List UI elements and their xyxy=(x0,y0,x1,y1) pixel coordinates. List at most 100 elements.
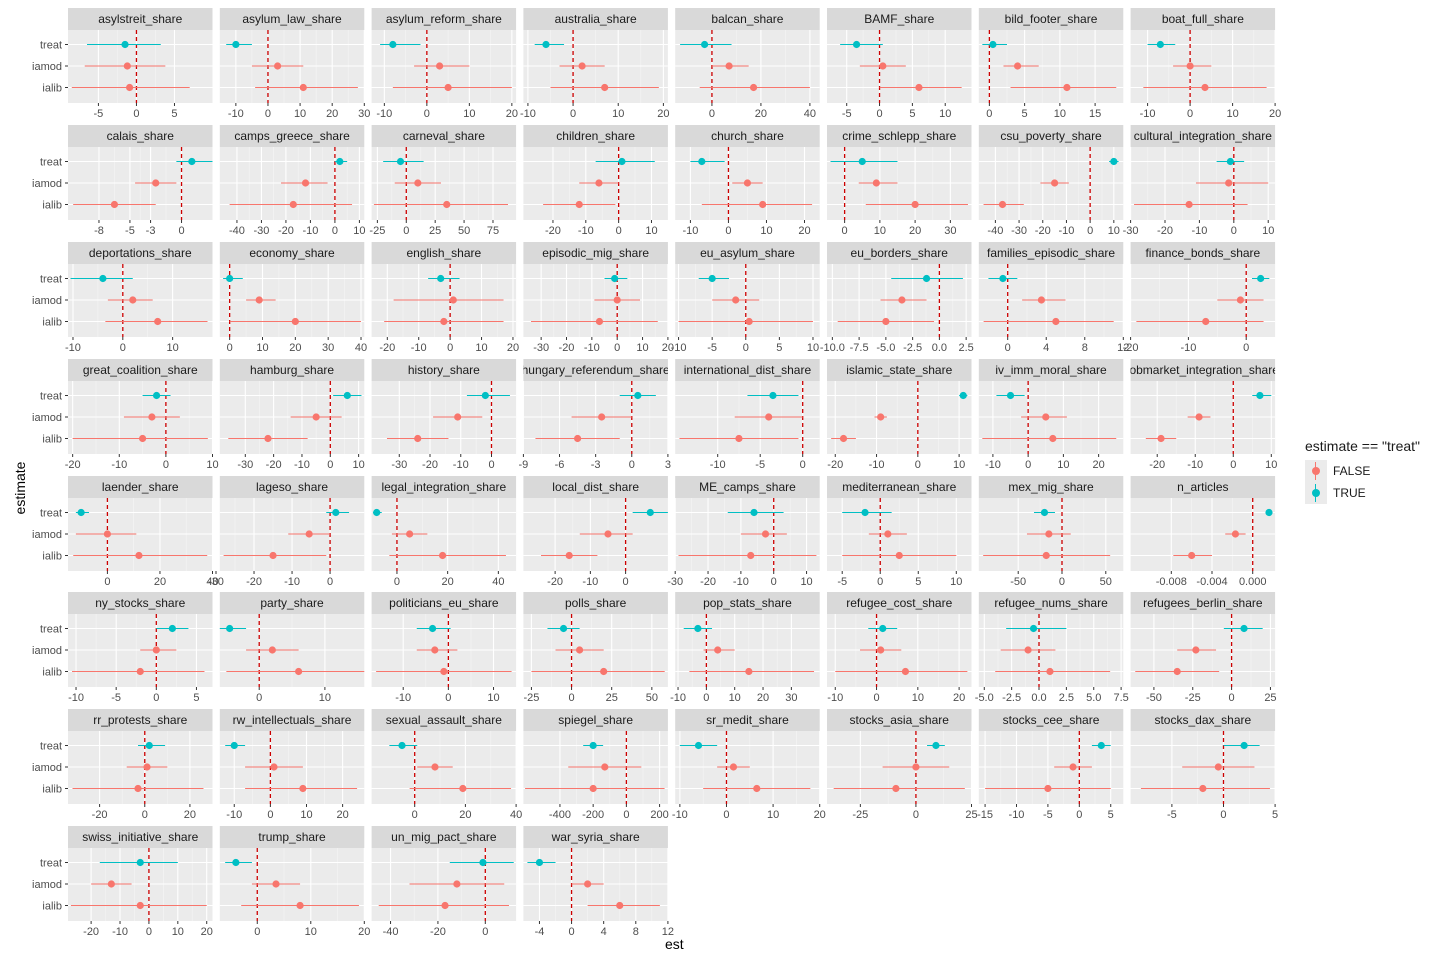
facet-strip xyxy=(827,476,972,498)
facet-eu_borders_share: eu_borders_share -10.0 -7.5 -5.0 -2.5 0.0 2.5 xyxy=(820,242,974,354)
estimate-point-iamod xyxy=(1045,530,1053,538)
x-tick-label: 20 xyxy=(657,108,669,120)
estimate-point-ialib xyxy=(440,667,448,676)
y-tick-label-ialib: ialib xyxy=(42,434,62,446)
estimate-point-treat xyxy=(932,741,940,750)
x-tick-label: 0 xyxy=(146,926,152,938)
x-tick-label: 0 xyxy=(447,342,453,354)
x-tick-label: 10 xyxy=(487,692,499,704)
estimate-point-treat xyxy=(1240,624,1248,633)
x-tick-label: 20 xyxy=(757,692,769,704)
estimate-point-ialib xyxy=(299,83,307,92)
facet-title: lageso_share xyxy=(256,480,328,494)
estimate-point-iamod xyxy=(877,646,885,654)
estimate-point-iamod xyxy=(598,413,606,421)
facet-title: stocks_asia_share xyxy=(850,713,950,727)
y-tick-label-iamod: iamod xyxy=(32,762,62,774)
estimate-point-treat xyxy=(959,391,967,400)
x-tick-label: -10 xyxy=(395,692,411,704)
facet-strip xyxy=(219,8,365,30)
facet-strip xyxy=(1130,709,1276,731)
estimate-point-iamod xyxy=(270,763,278,771)
facet-bild_footer_share: bild_footer_share 0 5 10 15 xyxy=(978,8,1124,120)
x-tick-label: 0 xyxy=(482,926,488,938)
x-tick-label: 20 xyxy=(814,809,826,821)
x-tick-label: 5 xyxy=(1108,809,1114,821)
facet-title: legal_integration_share xyxy=(381,480,506,494)
facet-title: rw_intellectuals_share xyxy=(233,713,352,727)
estimate-point-ialib xyxy=(154,317,162,326)
estimate-point-ialib xyxy=(438,551,447,560)
x-tick-label: 0 xyxy=(412,809,418,821)
facet-polls_share: polls_share -25 0 25 50 xyxy=(523,592,668,704)
x-tick-label: 0.0 xyxy=(1031,692,1046,704)
x-tick-label: -400 xyxy=(549,809,571,821)
facet-great_coalition_share: great_coalition_share -20 -10 0 10 xyxy=(65,359,219,471)
facet-asylum_reform_share: asylum_reform_share -10 0 10 20 xyxy=(371,8,518,120)
estimate-point-iamod xyxy=(107,880,115,888)
x-tick-label: 0 xyxy=(1005,342,1011,354)
x-tick-label: -5.0 xyxy=(876,342,895,354)
legend-item-true: TRUE xyxy=(1305,482,1420,504)
facet-episodic_mig_share: episodic_mig_share -30 -20 -10 0 10 20 xyxy=(523,242,674,354)
estimate-point-iamod xyxy=(414,179,422,187)
estimate-point-ialib xyxy=(901,667,910,676)
x-tick-label: 25 xyxy=(1264,692,1276,704)
facet-title: party_share xyxy=(260,596,324,610)
estimate-point-treat xyxy=(1256,391,1264,400)
estimate-point-iamod xyxy=(884,530,892,538)
estimate-point-treat xyxy=(1097,741,1105,750)
facet-jobmarket_integration_share: jobmarket_integration_share -20 -10 0 10 xyxy=(1130,359,1277,471)
estimate-point-treat xyxy=(1029,624,1038,633)
facet-legal_integration_share: legal_integration_share 0 20 40 xyxy=(371,476,517,588)
estimate-point-iamod xyxy=(765,413,773,421)
estimate-point-iamod xyxy=(148,413,156,421)
estimate-point-treat xyxy=(769,391,777,400)
facet-title: international_dist_share xyxy=(684,363,812,377)
facet-boat_full_share: boat_full_share -10 0 10 20 xyxy=(1130,8,1281,120)
estimate-point-treat xyxy=(389,40,397,49)
estimate-point-iamod xyxy=(1051,179,1059,187)
x-tick-label: 10 xyxy=(612,108,624,120)
x-tick-label: -10 xyxy=(985,459,1001,471)
estimate-point-treat xyxy=(230,741,238,750)
facet-strip xyxy=(675,125,820,147)
x-tick-label: -15 xyxy=(977,809,993,821)
x-tick-label: 10 xyxy=(353,459,365,471)
estimate-point-ialib xyxy=(892,784,900,793)
facet-strip xyxy=(371,476,517,498)
x-tick-label: 10 xyxy=(1108,225,1120,237)
x-tick-label: 0 xyxy=(327,459,333,471)
x-tick-label: 10 xyxy=(729,692,741,704)
x-tick-label: 0 xyxy=(725,225,731,237)
estimate-point-treat xyxy=(481,391,489,400)
estimate-point-iamod xyxy=(453,880,461,888)
x-tick-label: 10 xyxy=(1054,108,1066,120)
estimate-point-ialib xyxy=(616,901,624,910)
y-tick-label-ialib: ialib xyxy=(42,901,62,913)
estimate-point-treat xyxy=(1156,40,1164,49)
x-tick-label: 0 xyxy=(569,692,575,704)
x-tick-label: 10 xyxy=(807,342,819,354)
estimate-point-iamod xyxy=(268,646,276,654)
x-tick-label: -5 xyxy=(707,342,717,354)
estimate-point-ialib xyxy=(291,317,299,326)
estimate-point-treat xyxy=(611,274,619,283)
facet-strip xyxy=(371,592,517,614)
y-tick-label-iamod: iamod xyxy=(32,529,62,541)
facet-title: politicians_eu_share xyxy=(389,596,499,610)
estimate-point-treat xyxy=(634,391,642,400)
x-tick-label: -20 xyxy=(379,342,395,354)
y-tick-label-ialib: ialib xyxy=(42,317,62,329)
facet-strip xyxy=(978,592,1124,614)
x-tick-label: -30 xyxy=(1123,225,1139,237)
x-tick-label: 20 xyxy=(755,108,767,120)
x-tick-label: -5 xyxy=(837,576,847,588)
legend-title: estimate == "treat" xyxy=(1305,438,1420,454)
x-tick-label: 0 xyxy=(873,692,879,704)
facet-deportations_share: deportations_share -10 0 10 xyxy=(65,242,213,354)
estimate-point-iamod xyxy=(312,413,320,421)
x-tick-label: -40 xyxy=(987,225,1003,237)
estimate-point-treat xyxy=(77,508,85,517)
estimate-point-iamod xyxy=(129,296,137,304)
